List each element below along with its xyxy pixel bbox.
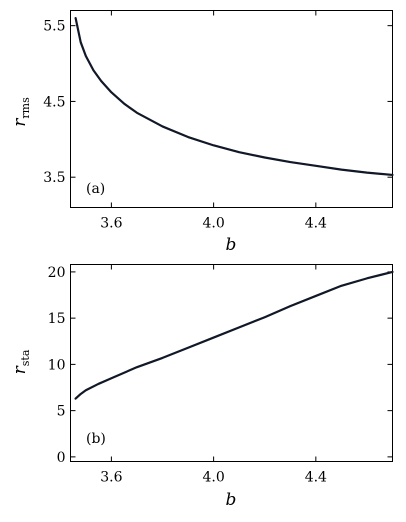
panel-b-x-axis-label: b	[226, 490, 237, 510]
panel-b-y-tick-label: 20	[48, 265, 66, 281]
panel-a-x-tick-label: 3.6	[100, 216, 122, 232]
panel-b-y-tick-label: 5	[57, 404, 66, 420]
panel-a-series-line	[74, 16, 394, 177]
panel-b-frame	[70, 264, 393, 462]
panel-b-series-line	[74, 270, 394, 400]
panel-a-frame	[70, 10, 393, 208]
panel-a-y-tick-label: 5.5	[43, 19, 65, 35]
panel-b-y-tick-label: 10	[48, 357, 66, 373]
panel-b-label: (b)	[86, 431, 106, 447]
panel-a-y-tick-label: 3.5	[43, 170, 65, 186]
panel-b: (b) b rsta 3.6 4.0 4.4 0 5 10 15 20	[10, 264, 394, 510]
panel-a-x-axis-label: b	[226, 235, 237, 255]
panel-b-x-tick-label: 4.0	[202, 470, 224, 486]
panel-b-y-axis-label: rsta	[10, 349, 32, 374]
panel-b-x-tick-label: 4.4	[305, 470, 327, 486]
panel-a: (a) b rrms 3.6 4.0 4.4 3.5 4.5 5.5	[10, 10, 394, 255]
panel-b-series	[74, 270, 394, 400]
panel-a-label: (a)	[86, 181, 105, 197]
panel-a-y-axis-label: rrms	[10, 97, 32, 127]
panel-a-y-tick-label: 4.5	[43, 94, 65, 110]
panel-a-x-tick-label: 4.0	[202, 216, 224, 232]
panel-b-y-tick-label: 0	[57, 450, 66, 466]
panel-a-x-tick-label: 4.4	[305, 216, 327, 232]
panel-b-ticks: 3.6 4.0 4.4 0 5 10 15 20	[48, 264, 393, 486]
panel-a-ticks: 3.6 4.0 4.4 3.5 4.5 5.5	[43, 10, 393, 232]
panel-b-y-tick-label: 15	[48, 311, 66, 327]
panel-a-series	[74, 16, 394, 177]
panel-b-x-tick-label: 3.6	[100, 470, 122, 486]
